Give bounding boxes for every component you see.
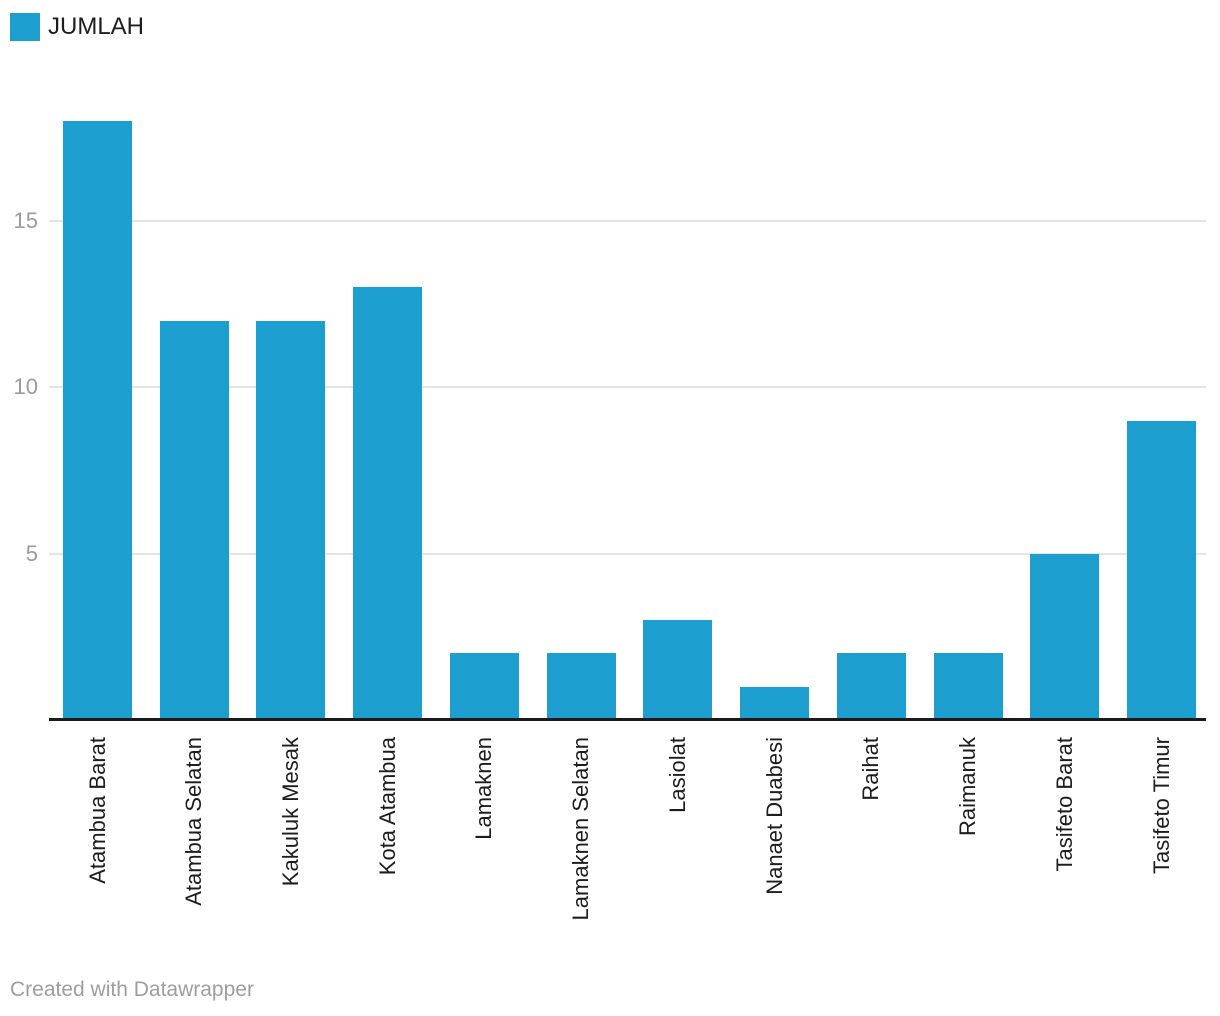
bar [1127, 421, 1196, 720]
y-tick-label: 5 [25, 540, 38, 566]
bar [547, 653, 616, 720]
bar [934, 653, 1003, 720]
x-axis-line [49, 718, 1206, 721]
x-axis-label: Lasiolat [665, 737, 690, 813]
x-axis-label: Atambua Barat [85, 737, 110, 884]
gridline [49, 219, 1206, 222]
y-tick-label: 10 [13, 374, 38, 400]
bar [1030, 554, 1099, 720]
gridline [49, 386, 1206, 389]
x-axis-label: Kakuluk Mesak [278, 737, 303, 887]
x-axis-label: Lamaknen [471, 737, 496, 840]
bar [450, 653, 519, 720]
x-axis-label: Nanaet Duabesi [762, 737, 787, 895]
x-axis-label: Atambua Selatan [181, 737, 206, 906]
attribution-text: Created with Datawrapper [10, 978, 254, 1001]
x-axis-label: Tasifeto Timur [1149, 737, 1174, 874]
bar [643, 620, 712, 720]
bar [740, 687, 809, 720]
bar [353, 287, 422, 720]
bar [837, 653, 906, 720]
bar [256, 321, 325, 720]
x-axis-label: Lamaknen Selatan [568, 737, 593, 921]
legend-swatch-icon [10, 13, 40, 41]
legend-label: JUMLAH [48, 13, 145, 40]
gridline [49, 552, 1206, 555]
x-axis-label: Raimanuk [955, 737, 980, 837]
x-axis-label: Raihat [858, 737, 883, 801]
x-axis-label: Tasifeto Barat [1052, 737, 1077, 872]
bar [160, 321, 229, 720]
bar [63, 121, 132, 720]
x-axis-label: Kota Atambua [375, 737, 400, 876]
legend: JUMLAH [10, 13, 144, 41]
y-tick-label: 15 [13, 207, 38, 233]
